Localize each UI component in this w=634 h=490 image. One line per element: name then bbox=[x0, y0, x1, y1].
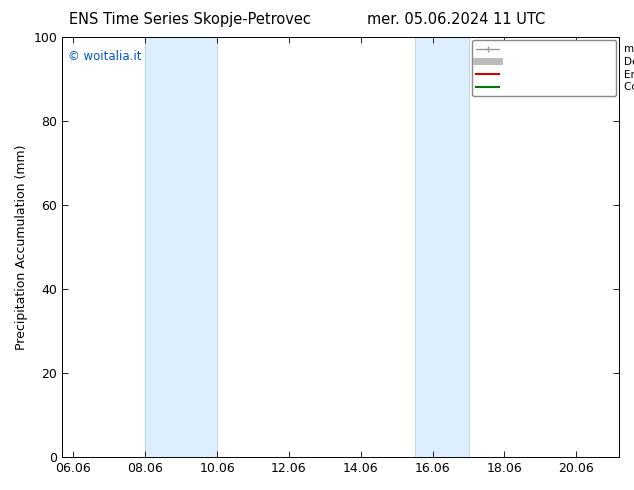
Text: ENS Time Series Skopje-Petrovec: ENS Time Series Skopje-Petrovec bbox=[69, 12, 311, 27]
Bar bbox=[145, 37, 217, 457]
Legend: min/max, Deviazione standard, Ensemble mean run, Controll run: min/max, Deviazione standard, Ensemble m… bbox=[472, 40, 616, 97]
Bar bbox=[415, 37, 469, 457]
Y-axis label: Precipitation Accumulation (mm): Precipitation Accumulation (mm) bbox=[15, 145, 28, 350]
Text: mer. 05.06.2024 11 UTC: mer. 05.06.2024 11 UTC bbox=[367, 12, 546, 27]
Text: © woitalia.it: © woitalia.it bbox=[68, 50, 141, 63]
